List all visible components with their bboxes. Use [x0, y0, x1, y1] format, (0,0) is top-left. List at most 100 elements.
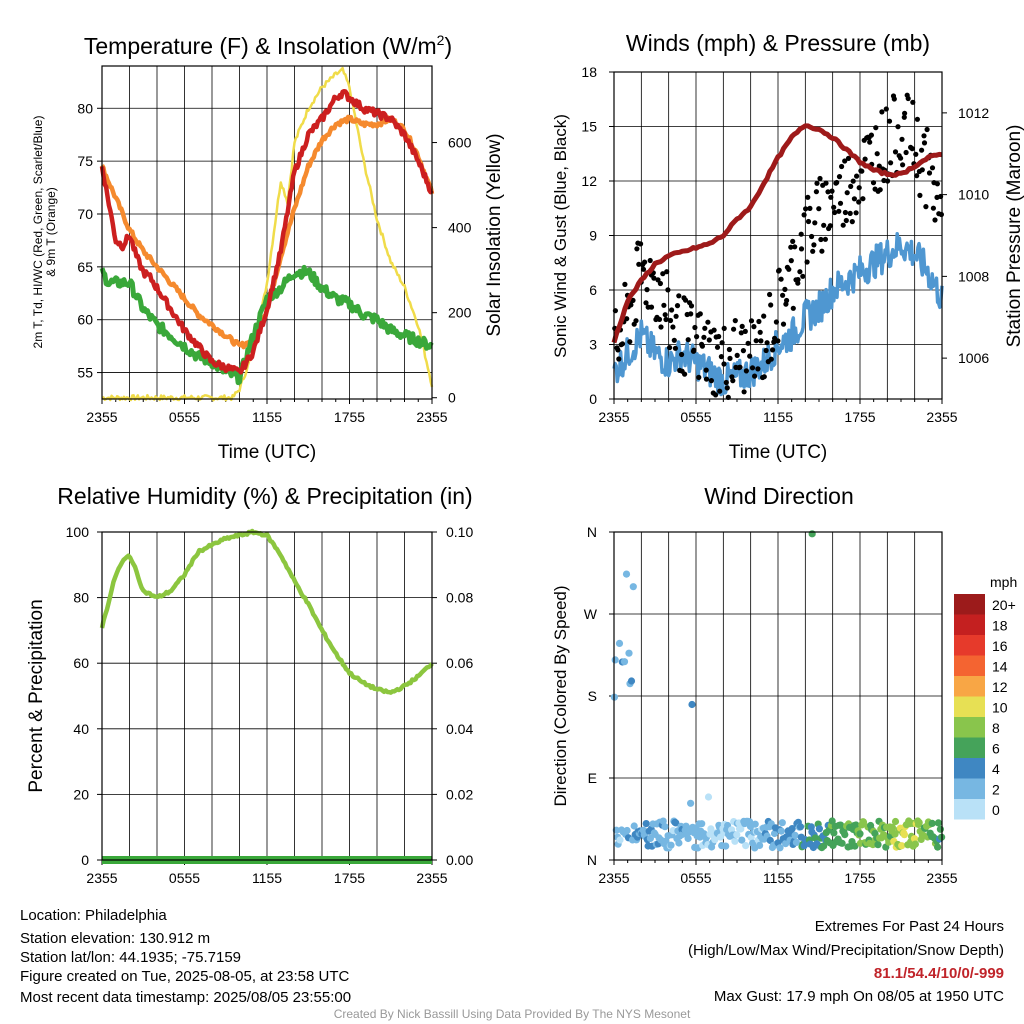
gust-point [697, 311, 703, 317]
gust-point [876, 163, 882, 169]
direction-point [808, 530, 816, 538]
direction-point [934, 819, 943, 827]
y2-axis-label: Station Pressure (Maroon) [1004, 125, 1024, 348]
y-tick-label: 0 [81, 852, 89, 868]
x-tick-label: 1755 [844, 870, 875, 886]
direction-point [756, 841, 764, 850]
direction-point [910, 835, 919, 843]
gust-point [810, 248, 816, 254]
y2-tick-label: 0.02 [446, 786, 473, 802]
gust-point [856, 199, 862, 205]
x-axis-label: Time (UTC) [729, 442, 828, 463]
gust-point [741, 389, 747, 395]
gust-point [718, 354, 725, 360]
gust-point [721, 361, 727, 367]
direction-point [751, 820, 759, 828]
direction-point [856, 830, 864, 838]
y-tick-label: 60 [77, 312, 93, 328]
gust-point [888, 160, 894, 166]
colorbar-label: 20+ [992, 597, 1016, 613]
gust-point [624, 316, 630, 322]
colorbar-swatch [954, 614, 985, 635]
y-tick-label: 65 [77, 259, 93, 275]
direction-point [838, 839, 846, 847]
gust-point [805, 218, 812, 225]
gust-point [792, 244, 798, 250]
gust-point [798, 231, 804, 237]
gust-point [660, 271, 666, 277]
gust-point [844, 190, 850, 196]
gust-point [768, 302, 774, 308]
gust-point [688, 303, 695, 309]
gust-point [834, 179, 840, 186]
gust-point [747, 353, 753, 359]
y-tick-label: 55 [77, 365, 93, 381]
x-tick-label: 2355 [598, 409, 629, 425]
y2-tick-label: 1008 [958, 268, 989, 284]
x-tick-label: 1755 [334, 870, 365, 886]
series-line-rh [99, 528, 434, 695]
gust-point [853, 210, 859, 216]
gust-point [663, 316, 669, 323]
gust-point [657, 280, 664, 287]
colorbar-swatch [954, 635, 985, 656]
gust-point [840, 222, 846, 228]
gust-point [836, 208, 842, 214]
direction-point [615, 639, 624, 648]
x-tick-label: 2355 [416, 870, 447, 886]
gust-point [682, 371, 688, 377]
gust-point [813, 189, 820, 195]
direction-point [733, 831, 741, 839]
direction-point [611, 656, 619, 664]
y2-tick-label: 0.06 [446, 655, 473, 671]
chart-title: Winds (mph) & Pressure (mb) [626, 30, 930, 56]
y-tick-label: 12 [581, 173, 597, 189]
x-tick-label: 1755 [844, 409, 875, 425]
gust-point [883, 106, 889, 112]
gust-point [854, 173, 860, 179]
gust-point [688, 311, 694, 317]
gust-point [821, 222, 827, 228]
direction-point [738, 836, 746, 844]
gust-point [743, 368, 750, 374]
gust-point [633, 318, 639, 324]
chart-title: Wind Direction [704, 483, 854, 509]
gust-point [638, 241, 644, 247]
colorbar-label: 0 [992, 802, 1000, 818]
gust-point [867, 139, 873, 145]
colorbar-label: 4 [992, 761, 1000, 777]
direction-point [874, 841, 882, 849]
gust-point [732, 318, 738, 324]
gust-point [780, 321, 787, 327]
gust-point [822, 236, 829, 242]
x-tick-label: 1155 [252, 409, 282, 425]
gust-point [619, 341, 626, 347]
direction-point [811, 834, 819, 842]
direction-point [616, 836, 624, 844]
x-tick-label: 2355 [416, 409, 447, 425]
direction-point [928, 819, 936, 828]
chart-title: Temperature (F) & Insolation (W/m2) [84, 32, 452, 59]
direction-point [629, 583, 637, 591]
y2-tick-label: 400 [448, 220, 472, 236]
colorbar-label: 8 [992, 720, 1000, 736]
gust-point [616, 356, 622, 362]
gust-point [716, 333, 722, 340]
gust-point [797, 269, 803, 275]
gust-point [780, 292, 786, 298]
series-line-pressure [611, 123, 943, 344]
colorbar-label: 12 [992, 679, 1008, 695]
series-line-wind [612, 232, 944, 397]
colorbar-label: 10 [992, 700, 1008, 716]
gust-point [910, 99, 916, 105]
gust-point [636, 261, 642, 267]
gust-point [775, 338, 781, 344]
gust-point [767, 291, 773, 298]
gust-point [696, 374, 702, 380]
gust-point [803, 206, 809, 212]
direction-point [675, 839, 683, 847]
y-tick-label: 40 [73, 721, 89, 737]
gust-point [932, 217, 938, 223]
direction-point [662, 837, 670, 845]
